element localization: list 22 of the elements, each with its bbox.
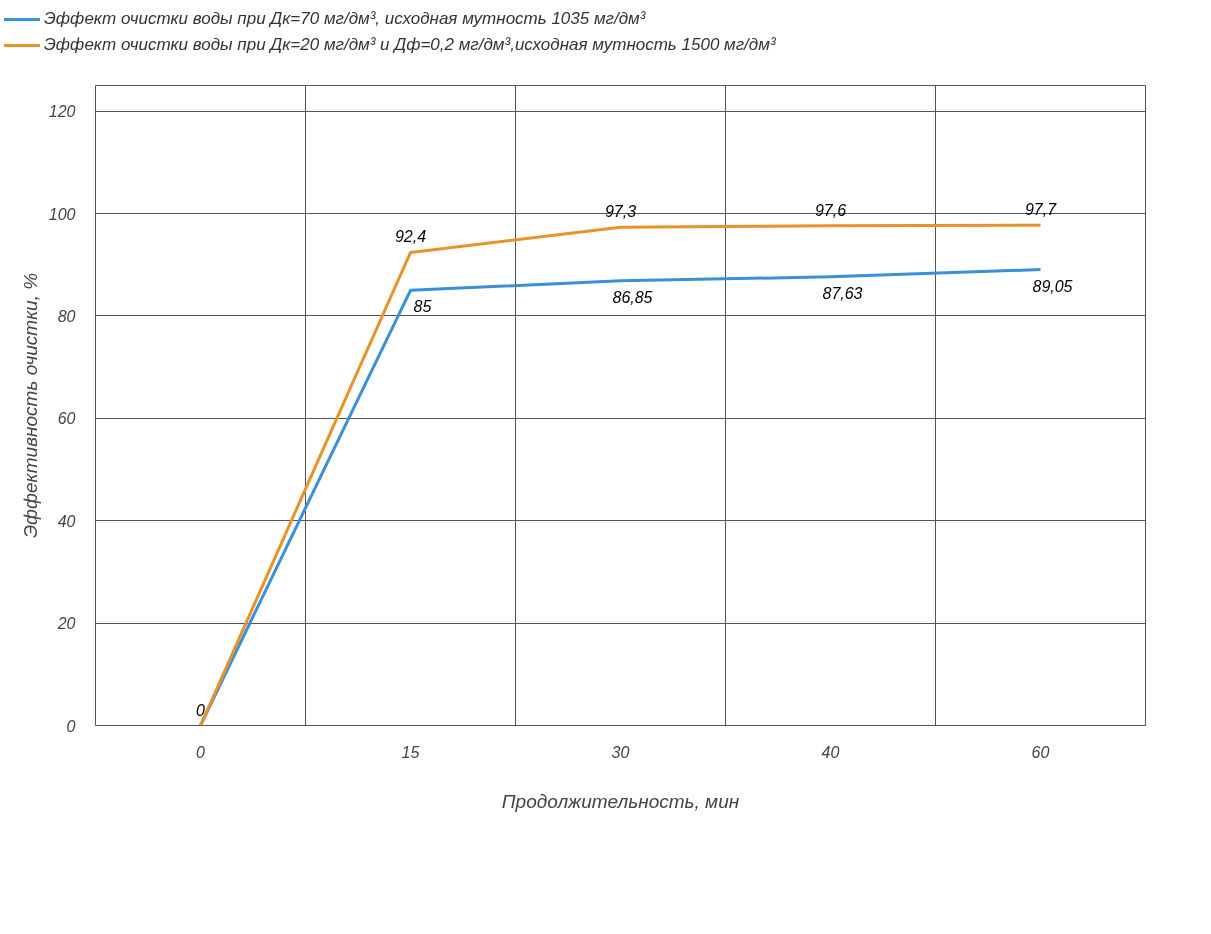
y-tick-label: 100: [48, 205, 76, 223]
x-tick-label: 0: [196, 743, 206, 761]
y-tick-label: 20: [56, 614, 76, 632]
x-tick-label: 40: [821, 743, 840, 761]
y-tick-label: 40: [57, 512, 76, 530]
x-axis-title: Продолжительность, мин: [501, 790, 740, 812]
data-label: 0: [196, 701, 206, 719]
x-tick-label: 30: [611, 743, 630, 761]
y-tick-label: 120: [48, 102, 76, 120]
y-tick-label: 0: [66, 717, 76, 735]
data-label: 89,05: [1032, 277, 1073, 295]
y-axis-title: Эффективность очистки, %: [19, 272, 41, 538]
y-tick-label: 80: [57, 307, 76, 325]
x-tick-label: 15: [401, 743, 420, 761]
y-tick-label: 60: [57, 409, 76, 427]
data-label: 86,85: [612, 288, 653, 306]
data-label: 92,4: [394, 227, 427, 245]
data-label: 85: [413, 297, 432, 315]
x-tick-label: 60: [1031, 743, 1050, 761]
data-label: 87,63: [822, 284, 863, 302]
legend-label: Эффект очистки воды при Дк=70 мг/дм³, исходная мутность 1035 мг/дм³: [44, 8, 646, 30]
legend-label: Эффект очистки воды при Дк=20 мг/дм³ и Дф=0,2 мг/дм³,исходная мутность 1500 мг/дм³: [44, 34, 776, 57]
